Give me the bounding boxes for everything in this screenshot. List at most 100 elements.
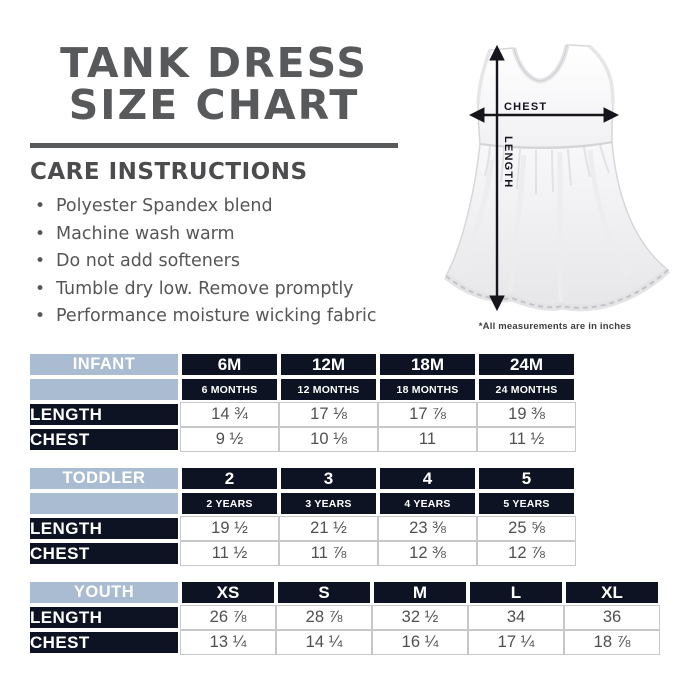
table-row: INFANT 6M 12M 18M 24M xyxy=(28,352,576,377)
row-label: LENGTH xyxy=(28,605,180,630)
table-row: CHEST 11 ½ 11 ⅞ 12 ⅜ 12 ⅞ xyxy=(28,541,576,566)
group-header-spacer xyxy=(28,491,180,516)
measurement-value: 36 xyxy=(564,605,660,630)
bullet-icon: • xyxy=(35,223,46,244)
size-header: XL xyxy=(564,580,660,605)
measurement-value: 23 ⅜ xyxy=(378,516,477,541)
page-title: TANK DRESS SIZE CHART xyxy=(28,42,400,126)
care-item-text: Polyester Spandex blend xyxy=(56,196,273,216)
size-header: 4 xyxy=(378,466,477,491)
size-subheader: 3 YEARS xyxy=(279,491,378,516)
group-header-spacer xyxy=(28,377,180,402)
measurement-value: 25 ⅝ xyxy=(477,516,576,541)
measurement-value: 19 ⅜ xyxy=(477,402,576,427)
tank-dress-diagram: CHEST LENGTH xyxy=(443,44,671,312)
measurement-value: 17 ⅛ xyxy=(279,402,378,427)
bullet-icon: • xyxy=(35,196,46,216)
bullet-icon: • xyxy=(35,278,46,299)
care-item: • Tumble dry low. Remove promptly xyxy=(33,276,433,304)
size-header: M xyxy=(372,580,468,605)
armhole-left xyxy=(476,49,492,105)
measurement-value: 16 ¼ xyxy=(372,630,468,655)
row-label: LENGTH xyxy=(28,516,180,541)
row-label: CHEST xyxy=(28,541,180,566)
measurement-value: 18 ⅞ xyxy=(564,630,660,655)
size-subheader: 2 YEARS xyxy=(180,491,279,516)
measurement-value: 10 ⅛ xyxy=(279,427,378,452)
page-title-line2: SIZE CHART xyxy=(68,81,360,129)
group-header: YOUTH xyxy=(28,580,180,605)
measurement-value: 11 ⅞ xyxy=(279,541,378,566)
size-header: L xyxy=(468,580,564,605)
size-header: 5 xyxy=(477,466,576,491)
row-label: LENGTH xyxy=(28,402,180,427)
care-item: • Polyester Spandex blend xyxy=(33,193,433,221)
size-subheader: 6 MONTHS xyxy=(180,377,279,402)
care-item-text: Performance moisture wicking fabric xyxy=(56,306,377,327)
size-header: 12M xyxy=(279,352,378,377)
bullet-icon: • xyxy=(35,306,46,327)
table-row: CHEST 9 ½ 10 ⅛ 11 11 ½ xyxy=(28,427,576,452)
table-row: LENGTH 26 ⅞ 28 ⅞ 32 ½ 34 36 xyxy=(28,605,660,630)
measurement-value: 11 ½ xyxy=(477,427,576,452)
size-subheader: 24 MONTHS xyxy=(477,377,576,402)
measurement-value: 21 ½ xyxy=(279,516,378,541)
table-row: LENGTH 14 ¾ 17 ⅛ 17 ⅞ 19 ⅜ xyxy=(28,402,576,427)
size-table-infant: INFANT 6M 12M 18M 24M 6 MONTHS 12 MONTHS… xyxy=(28,352,576,452)
care-item: • Machine wash warm xyxy=(33,221,433,249)
measurement-value: 17 ¼ xyxy=(468,630,564,655)
title-divider xyxy=(30,143,398,148)
measurement-value: 12 ⅜ xyxy=(378,541,477,566)
size-table-youth: YOUTH XS S M L XL LENGTH 26 ⅞ 28 ⅞ 32 ½ … xyxy=(28,580,660,655)
table-row: LENGTH 19 ½ 21 ½ 23 ⅜ 25 ⅝ xyxy=(28,516,576,541)
care-item: • Do not add softeners xyxy=(33,248,433,276)
size-subheader: 4 YEARS xyxy=(378,491,477,516)
table-row: TODDLER 2 3 4 5 xyxy=(28,466,576,491)
size-header: 18M xyxy=(378,352,477,377)
measurement-value: 28 ⅞ xyxy=(276,605,372,630)
hem-trim xyxy=(443,267,671,312)
size-subheader: 18 MONTHS xyxy=(378,377,477,402)
measurement-value: 9 ½ xyxy=(180,427,279,452)
measurement-value: 11 xyxy=(378,427,477,452)
group-header: TODDLER xyxy=(28,466,180,491)
measurement-value: 13 ¼ xyxy=(180,630,276,655)
length-arrow-label: LENGTH xyxy=(502,136,514,188)
measurement-value: 32 ½ xyxy=(372,605,468,630)
row-label: CHEST xyxy=(28,630,180,655)
measurement-value: 14 ¼ xyxy=(276,630,372,655)
size-table-toddler: TODDLER 2 3 4 5 2 YEARS 3 YEARS 4 YEARS … xyxy=(28,466,576,566)
size-header: 3 xyxy=(279,466,378,491)
size-header: S xyxy=(276,580,372,605)
table-row: 2 YEARS 3 YEARS 4 YEARS 5 YEARS xyxy=(28,491,576,516)
size-header: XS xyxy=(180,580,276,605)
size-header: 6M xyxy=(180,352,279,377)
care-item: • Performance moisture wicking fabric xyxy=(33,303,433,331)
row-label: CHEST xyxy=(28,427,180,452)
care-instructions-list: • Polyester Spandex blend • Machine wash w… xyxy=(33,193,433,331)
care-instructions-heading: CARE INSTRUCTIONS xyxy=(30,159,308,185)
group-header: INFANT xyxy=(28,352,180,377)
size-subheader: 12 MONTHS xyxy=(279,377,378,402)
measurement-note: *All measurements are in inches xyxy=(478,321,632,332)
page-title-line1: TANK DRESS xyxy=(60,39,368,87)
table-row: 6 MONTHS 12 MONTHS 18 MONTHS 24 MONTHS xyxy=(28,377,576,402)
size-header: 24M xyxy=(477,352,576,377)
size-header: 2 xyxy=(180,466,279,491)
care-item-text: Tumble dry low. Remove promptly xyxy=(56,278,354,299)
measurement-value: 12 ⅞ xyxy=(477,541,576,566)
measurement-value: 19 ½ xyxy=(180,516,279,541)
dress-skirt xyxy=(443,141,671,312)
table-row: CHEST 13 ¼ 14 ¼ 16 ¼ 17 ¼ 18 ⅞ xyxy=(28,630,660,655)
measurement-value: 26 ⅞ xyxy=(180,605,276,630)
table-row: YOUTH XS S M L XL xyxy=(28,580,660,605)
care-item-text: Do not add softeners xyxy=(56,251,240,272)
dress-bodice xyxy=(476,44,615,150)
chest-arrow-label: CHEST xyxy=(504,101,547,113)
care-item-text: Machine wash warm xyxy=(56,223,235,244)
measurement-value: 11 ½ xyxy=(180,541,279,566)
measurement-value: 14 ¾ xyxy=(180,402,279,427)
measurement-value: 17 ⅞ xyxy=(378,402,477,427)
measurement-value: 34 xyxy=(468,605,564,630)
